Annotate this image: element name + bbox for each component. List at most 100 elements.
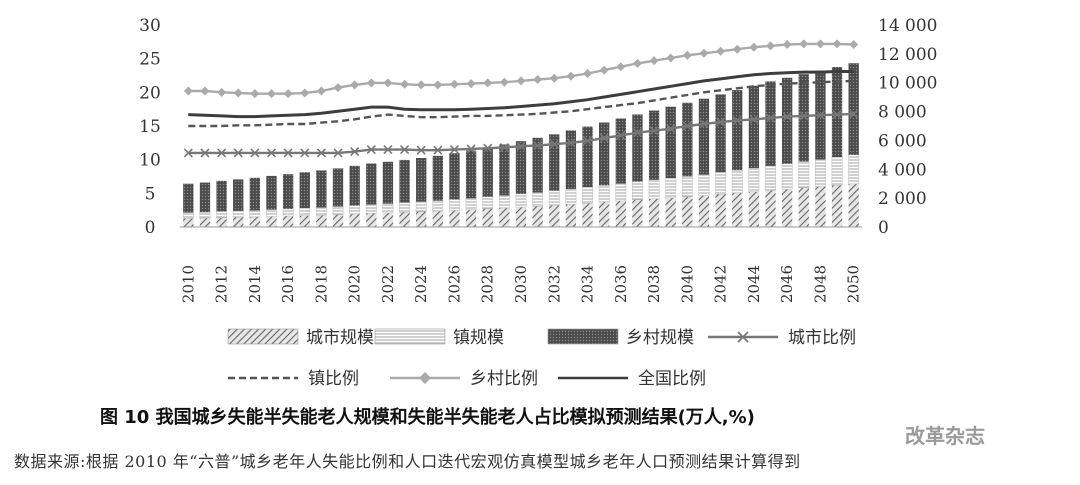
watermark-text: 改革杂志 <box>905 420 985 449</box>
y-left-tick-label: 15 <box>139 117 161 137</box>
legend-label: 镇规模 <box>453 328 504 348</box>
bar-segment-乡村规模 <box>183 184 193 213</box>
bar-segment-城市规模 <box>483 209 493 227</box>
bar-segment-城市规模 <box>649 199 659 227</box>
y-left-tick-label: 5 <box>145 184 156 204</box>
bar-segment-镇规模 <box>483 197 493 209</box>
legend-item-城市比例: 城市比例 <box>708 328 856 348</box>
y-right-tick-label: 2 000 <box>878 189 927 209</box>
bar-segment-乡村规模 <box>300 172 310 208</box>
point-乡村比例 <box>783 40 792 49</box>
bar-segment-镇规模 <box>699 174 709 195</box>
legend-item-全国比例: 全国比例 <box>558 369 706 389</box>
point-乡村比例 <box>550 74 559 83</box>
bar-segment-乡村规模 <box>200 183 210 213</box>
bar-segment-城市规模 <box>516 207 526 227</box>
legend-label: 乡村规模 <box>626 328 694 348</box>
y-axis-left: 051015202530 <box>139 16 161 238</box>
point-乡村比例 <box>284 89 293 98</box>
bar-segment-镇规模 <box>599 185 609 202</box>
bar-segment-城市规模 <box>399 212 409 227</box>
data-source-note: 数据来源:根据 2010 年“六普”城乡老年人失能比例和人口迭代宏观仿真模型城乡… <box>14 448 801 472</box>
legend-marker <box>419 372 431 384</box>
y-left-tick-label: 10 <box>139 151 161 171</box>
point-乡村比例 <box>417 80 426 89</box>
y-right-tick-label: 0 <box>878 218 889 238</box>
y-right-tick-label: 6 000 <box>878 131 927 151</box>
bar-segment-镇规模 <box>383 204 393 213</box>
point-乡村比例 <box>217 88 226 97</box>
chart-title: 图 10 我国城乡失能半失能老人规模和失能半失能老人占比模拟预测结果(万人,%) <box>100 403 755 429</box>
bar-segment-城市规模 <box>266 216 276 227</box>
bar-segment-乡村规模 <box>433 156 443 201</box>
x-tick-label: 2012 <box>213 265 231 303</box>
bar-segment-乡村规模 <box>250 178 260 210</box>
y-left-tick-label: 25 <box>139 50 161 70</box>
bar-segment-镇规模 <box>300 208 310 216</box>
x-tick-label: 2010 <box>179 265 197 303</box>
point-乡村比例 <box>483 78 492 87</box>
bar-segment-城市规模 <box>466 210 476 227</box>
point-乡村比例 <box>450 80 459 89</box>
bar-segment-乡村规模 <box>216 181 226 212</box>
x-tick-label: 2040 <box>678 265 696 303</box>
bar-segment-镇规模 <box>566 189 576 204</box>
bar-segment-城市规模 <box>849 184 859 227</box>
bar-segment-城市规模 <box>366 213 376 227</box>
bar-segment-城市规模 <box>499 208 509 227</box>
y-right-tick-label: 4 000 <box>878 160 927 180</box>
point-乡村比例 <box>799 39 808 48</box>
bar-segment-镇规模 <box>582 187 592 203</box>
point-乡村比例 <box>184 86 193 95</box>
bar-segment-镇规模 <box>682 176 692 196</box>
legend-label: 城市比例 <box>788 328 856 348</box>
point-乡村比例 <box>367 78 376 87</box>
bar-segment-乡村规模 <box>383 162 393 204</box>
bar-segment-乡村规模 <box>350 166 360 206</box>
legend-item-镇比例: 镇比例 <box>228 369 359 389</box>
bar-segment-镇规模 <box>416 202 426 212</box>
bar-segment-城市规模 <box>333 215 343 227</box>
bar-segment-城市规模 <box>666 198 676 227</box>
bar-segment-乡村规模 <box>632 114 642 181</box>
bar-segment-乡村规模 <box>266 176 276 210</box>
x-tick-label: 2024 <box>412 265 430 303</box>
bar-segment-乡村规模 <box>416 158 426 202</box>
bar-segment-镇规模 <box>849 155 859 184</box>
y-left-tick-label: 20 <box>139 83 161 103</box>
bar-segment-镇规模 <box>632 182 642 200</box>
point-乡村比例 <box>816 39 825 48</box>
bar-segment-城市规模 <box>250 217 260 227</box>
bar-segment-镇规模 <box>350 206 360 215</box>
bar-segment-乡村规模 <box>333 168 343 206</box>
point-乡村比例 <box>500 78 509 87</box>
point-乡村比例 <box>616 62 625 71</box>
bar-segment-镇规模 <box>233 211 243 217</box>
bar-segment-乡村规模 <box>749 86 759 168</box>
point-乡村比例 <box>600 66 609 75</box>
bar-segment-城市规模 <box>765 190 775 227</box>
bar-segment-城市规模 <box>699 196 709 227</box>
y-left-tick-label: 0 <box>145 218 156 238</box>
bar-segment-镇规模 <box>549 191 559 206</box>
point-乡村比例 <box>433 80 442 89</box>
bar-segment-城市规模 <box>832 185 842 227</box>
point-乡村比例 <box>699 49 708 58</box>
x-tick-label: 2032 <box>545 265 563 303</box>
bar-segment-乡村规模 <box>399 160 409 203</box>
x-tick-label: 2026 <box>445 265 463 303</box>
bar-segment-城市规模 <box>799 188 809 227</box>
point-乡村比例 <box>317 86 326 95</box>
legend-item-乡村比例: 乡村比例 <box>390 369 538 389</box>
bar-segment-城市规模 <box>350 214 360 227</box>
x-tick-label: 2034 <box>579 265 597 303</box>
bar-segment-镇规模 <box>815 159 825 186</box>
point-乡村比例 <box>200 86 209 95</box>
bar-segment-城市规模 <box>749 192 759 227</box>
point-乡村比例 <box>683 51 692 60</box>
legend-label: 全国比例 <box>638 369 706 389</box>
bar-segment-镇规模 <box>516 194 526 207</box>
bar-segment-乡村规模 <box>366 164 376 205</box>
y-axis-right: 02 0004 0006 0008 00010 00012 00014 000 <box>878 16 937 238</box>
bar-segment-镇规模 <box>250 210 260 217</box>
